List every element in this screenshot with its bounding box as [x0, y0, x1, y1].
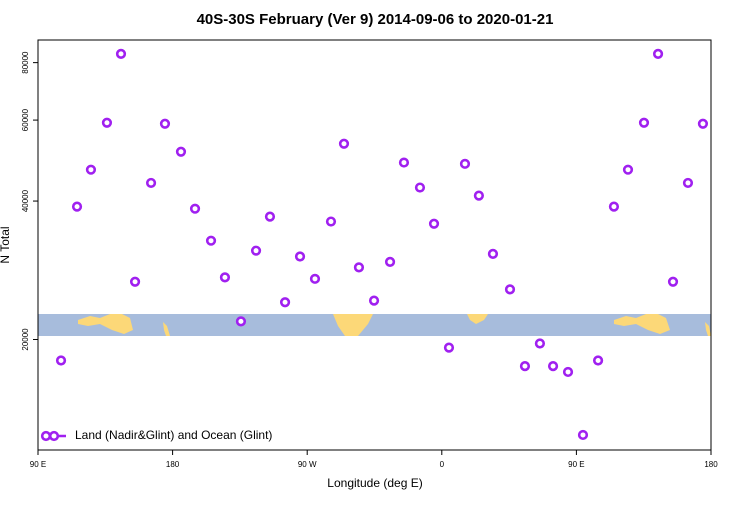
- point: [309, 273, 321, 284]
- x-tick-label: 90 E: [568, 460, 584, 469]
- legend-marker: [48, 430, 60, 442]
- legend-label: Land (Nadir&Glint) and Ocean (Glint): [75, 428, 272, 442]
- point: [145, 177, 157, 189]
- point: [159, 118, 171, 129]
- x-tick-label: 180: [704, 460, 718, 469]
- point: [368, 295, 380, 306]
- point: [562, 366, 574, 378]
- y-tick-label: 80000: [21, 51, 30, 74]
- point: [85, 164, 97, 175]
- point: [129, 276, 141, 287]
- point: [547, 361, 559, 372]
- point: [189, 203, 201, 214]
- y-tick-label: 60000: [21, 108, 30, 131]
- point: [235, 316, 247, 327]
- point: [577, 429, 589, 441]
- point: [682, 177, 694, 189]
- legend-marker: [40, 430, 52, 442]
- point: [250, 245, 262, 256]
- point: [101, 117, 113, 128]
- point: [71, 201, 83, 212]
- point: [504, 284, 516, 295]
- y-axis-label: N Total: [0, 226, 12, 263]
- point: [487, 248, 499, 260]
- point: [534, 338, 546, 349]
- point: [398, 157, 410, 168]
- point: [294, 251, 306, 262]
- point: [325, 216, 337, 227]
- point: [667, 276, 679, 287]
- point: [219, 272, 231, 283]
- x-tick-label: 90 W: [298, 460, 317, 469]
- x-tick-label: 180: [166, 460, 180, 469]
- point: [353, 262, 365, 273]
- point: [592, 355, 604, 366]
- point: [622, 164, 634, 175]
- chart-title: 40S-30S February (Ver 9) 2014-09-06 to 2…: [197, 11, 554, 28]
- point: [55, 355, 67, 366]
- point: [473, 190, 484, 201]
- point: [414, 182, 426, 193]
- point: [205, 235, 217, 246]
- point: [115, 48, 127, 59]
- plot-frame: [37, 39, 712, 451]
- point: [384, 256, 396, 267]
- point: [608, 201, 620, 212]
- point: [279, 297, 291, 308]
- point: [459, 158, 471, 169]
- x-tick-label: 90 E: [30, 460, 46, 469]
- point: [519, 361, 531, 372]
- point: [428, 218, 440, 229]
- point: [443, 342, 455, 353]
- y-tick-label: 40000: [21, 189, 30, 212]
- point: [638, 117, 650, 128]
- point: [697, 118, 709, 129]
- point: [175, 146, 187, 157]
- y-tick-label: 20000: [21, 328, 30, 351]
- point: [264, 211, 276, 222]
- point: [338, 138, 350, 149]
- point: [652, 48, 664, 59]
- x-axis-label: Longitude (deg E): [327, 476, 422, 490]
- map-strip: [38, 314, 711, 336]
- x-tick-label: 0: [440, 460, 445, 469]
